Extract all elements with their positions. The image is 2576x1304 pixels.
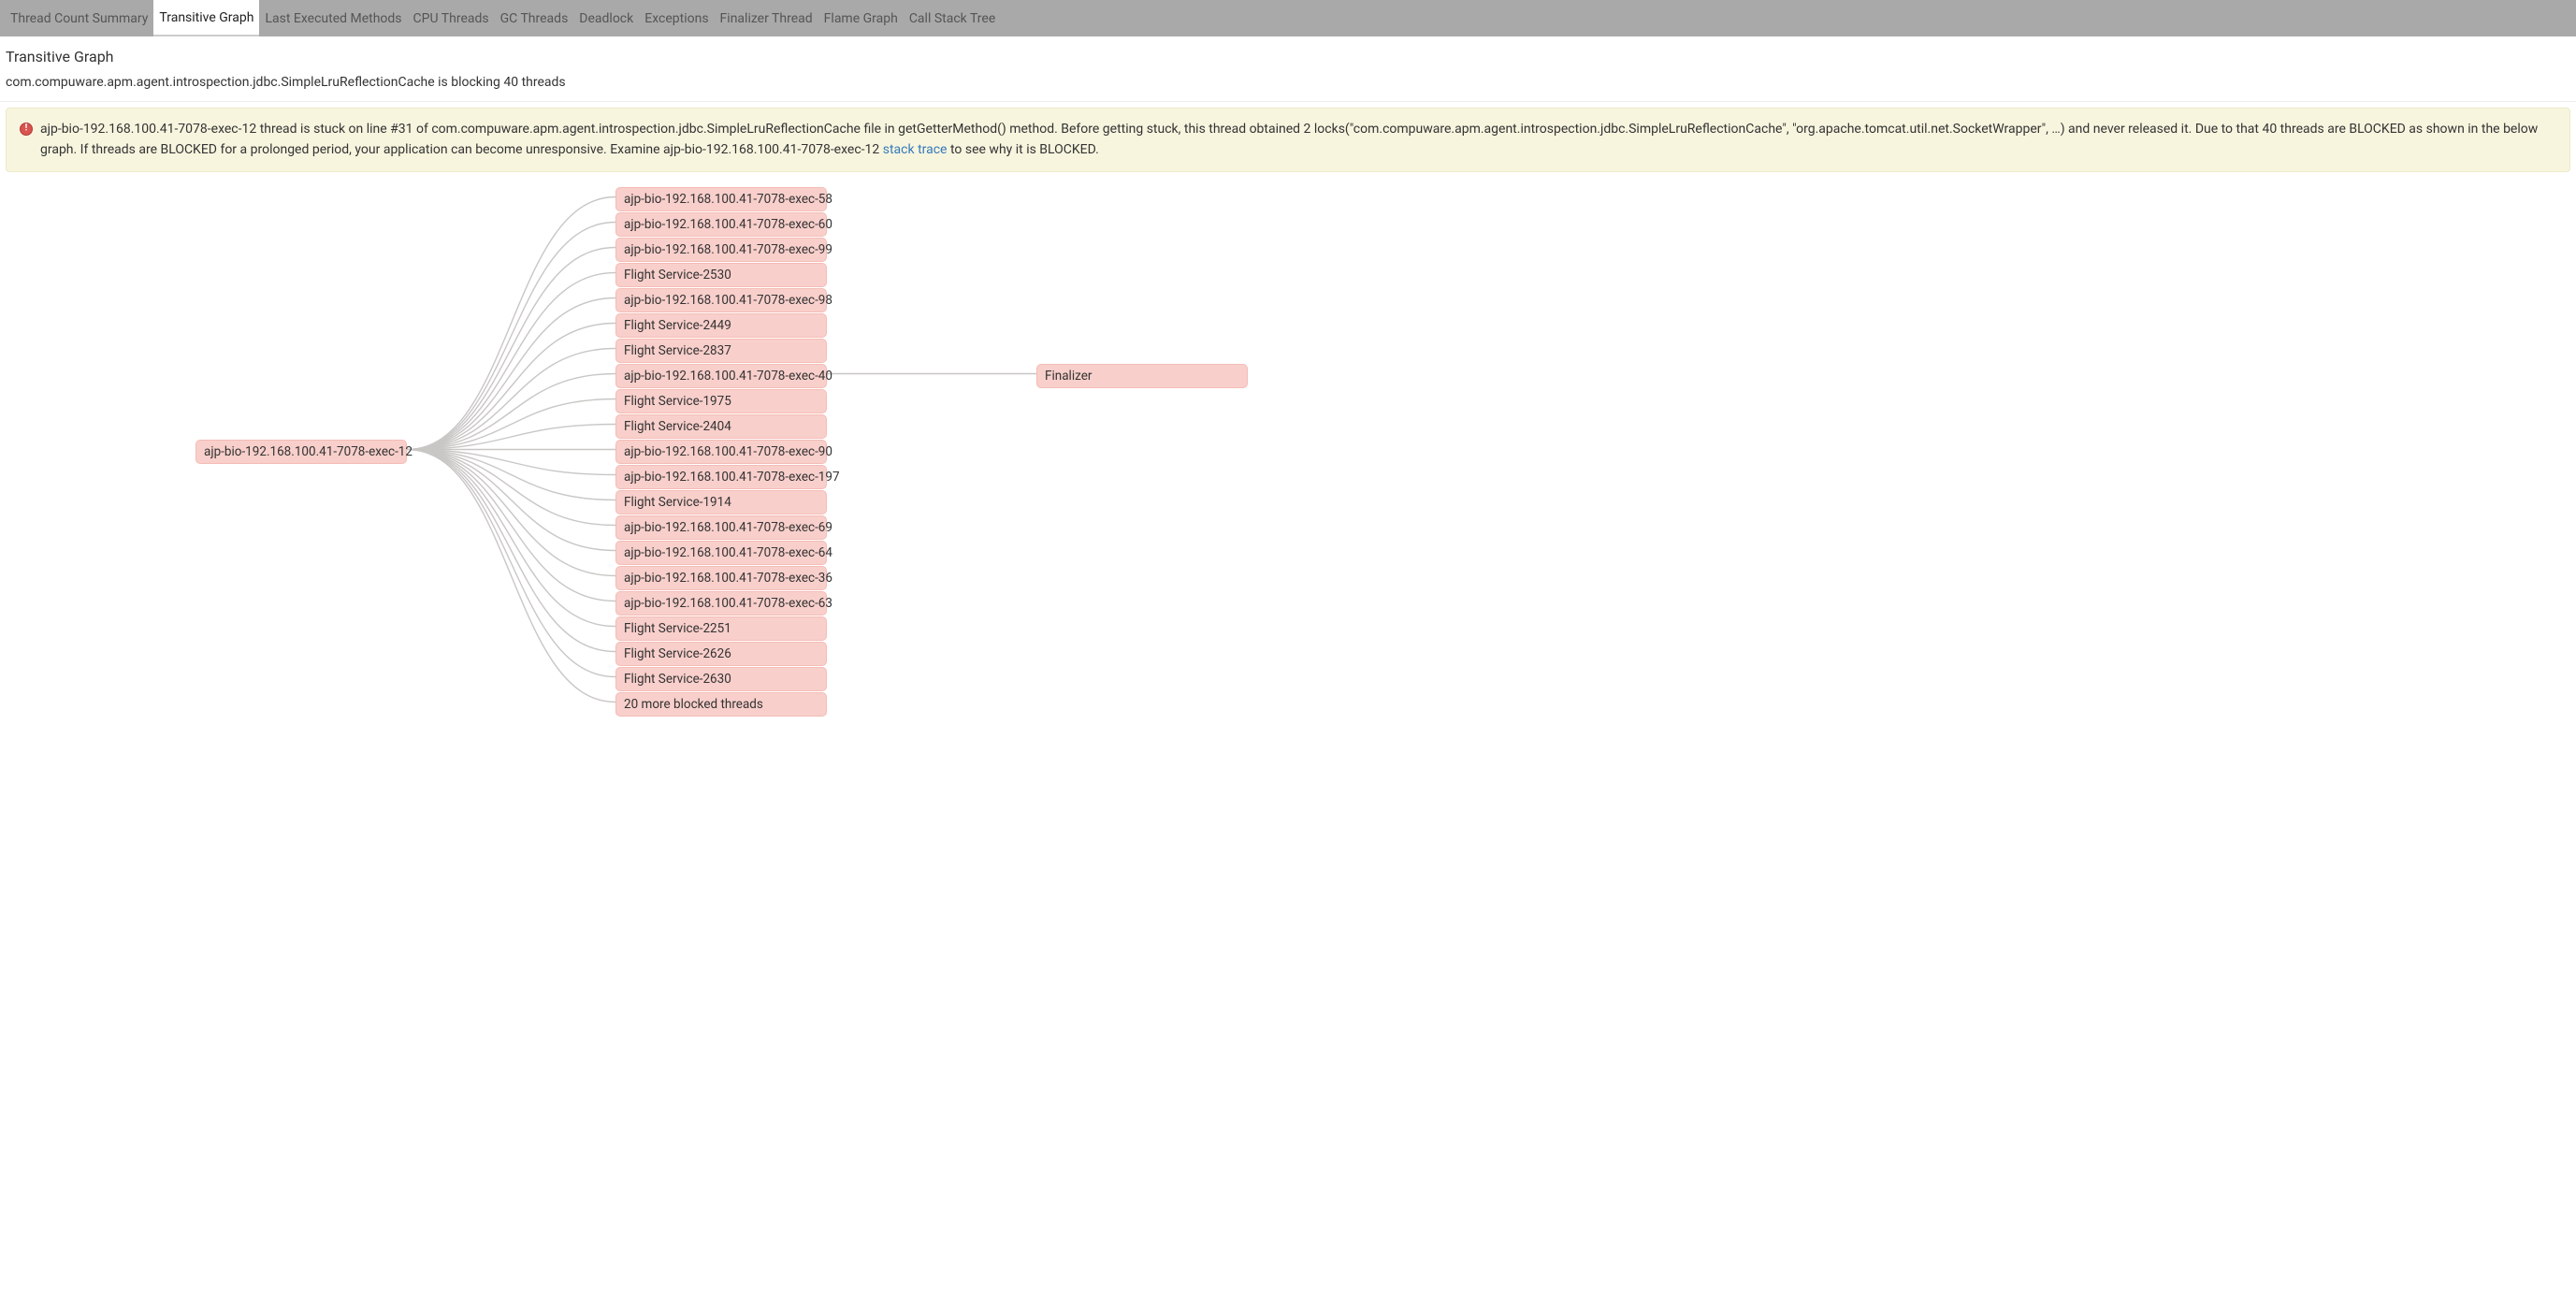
tab-gc-threads[interactable]: GC Threads bbox=[495, 0, 574, 36]
alert-text-pre: ajp-bio-192.168.100.41-7078-exec-12 thre… bbox=[40, 122, 2538, 157]
page-title: Transitive Graph bbox=[0, 36, 2576, 71]
transitive-graph: ajp-bio-192.168.100.41-7078-exec-12 ajp-b… bbox=[0, 178, 2576, 739]
graph-child-node[interactable]: Flight Service-1975 bbox=[615, 389, 827, 413]
graph-child-node[interactable]: ajp-bio-192.168.100.41-7078-exec-64 bbox=[615, 541, 827, 565]
graph-child-node[interactable]: Flight Service-2404 bbox=[615, 414, 827, 439]
graph-child-node[interactable]: ajp-bio-192.168.100.41-7078-exec-60 bbox=[615, 212, 827, 237]
graph-child-node[interactable]: ajp-bio-192.168.100.41-7078-exec-197 bbox=[615, 465, 827, 489]
tab-last-executed-methods[interactable]: Last Executed Methods bbox=[259, 0, 407, 36]
graph-root-node[interactable]: ajp-bio-192.168.100.41-7078-exec-12 bbox=[195, 440, 407, 464]
graph-child-node[interactable]: Flight Service-2626 bbox=[615, 642, 827, 666]
graph-child-node[interactable]: Flight Service-2530 bbox=[615, 263, 827, 287]
graph-child-node[interactable]: 20 more blocked threads bbox=[615, 692, 827, 717]
tab-transitive-graph[interactable]: Transitive Graph bbox=[153, 0, 259, 36]
tab-deadlock[interactable]: Deadlock bbox=[573, 0, 639, 36]
graph-leaf-node[interactable]: Finalizer bbox=[1036, 364, 1248, 388]
error-icon bbox=[20, 123, 33, 136]
graph-child-node[interactable]: Flight Service-2630 bbox=[615, 667, 827, 691]
graph-child-node[interactable]: Flight Service-2449 bbox=[615, 313, 827, 338]
graph-child-node[interactable]: ajp-bio-192.168.100.41-7078-exec-90 bbox=[615, 440, 827, 464]
tab-cpu-threads[interactable]: CPU Threads bbox=[408, 0, 495, 36]
tab-call-stack-tree[interactable]: Call Stack Tree bbox=[904, 0, 1001, 36]
graph-child-node[interactable]: ajp-bio-192.168.100.41-7078-exec-40 bbox=[615, 364, 827, 388]
tab-bar: Thread Count SummaryTransitive GraphLast… bbox=[0, 0, 2576, 36]
blocking-subtitle: com.compuware.apm.agent.introspection.jd… bbox=[0, 71, 2576, 102]
graph-child-node[interactable]: Flight Service-1914 bbox=[615, 490, 827, 514]
stack-trace-link[interactable]: stack trace bbox=[883, 142, 948, 157]
tab-flame-graph[interactable]: Flame Graph bbox=[818, 0, 904, 36]
graph-child-node[interactable]: Flight Service-2251 bbox=[615, 616, 827, 641]
graph-child-node[interactable]: ajp-bio-192.168.100.41-7078-exec-69 bbox=[615, 515, 827, 540]
alert-text: ajp-bio-192.168.100.41-7078-exec-12 thre… bbox=[40, 120, 2556, 160]
tab-finalizer-thread[interactable]: Finalizer Thread bbox=[715, 0, 818, 36]
graph-child-node[interactable]: ajp-bio-192.168.100.41-7078-exec-36 bbox=[615, 566, 827, 590]
tab-thread-count-summary[interactable]: Thread Count Summary bbox=[5, 0, 153, 36]
graph-child-node[interactable]: ajp-bio-192.168.100.41-7078-exec-63 bbox=[615, 591, 827, 616]
tab-exceptions[interactable]: Exceptions bbox=[639, 0, 714, 36]
graph-child-node[interactable]: ajp-bio-192.168.100.41-7078-exec-58 bbox=[615, 187, 827, 211]
graph-child-node[interactable]: ajp-bio-192.168.100.41-7078-exec-98 bbox=[615, 288, 827, 312]
alert-text-post: to see why it is BLOCKED. bbox=[948, 142, 1099, 157]
graph-child-node[interactable]: ajp-bio-192.168.100.41-7078-exec-99 bbox=[615, 238, 827, 262]
graph-child-node[interactable]: Flight Service-2837 bbox=[615, 339, 827, 363]
alert-box: ajp-bio-192.168.100.41-7078-exec-12 thre… bbox=[6, 108, 2570, 172]
